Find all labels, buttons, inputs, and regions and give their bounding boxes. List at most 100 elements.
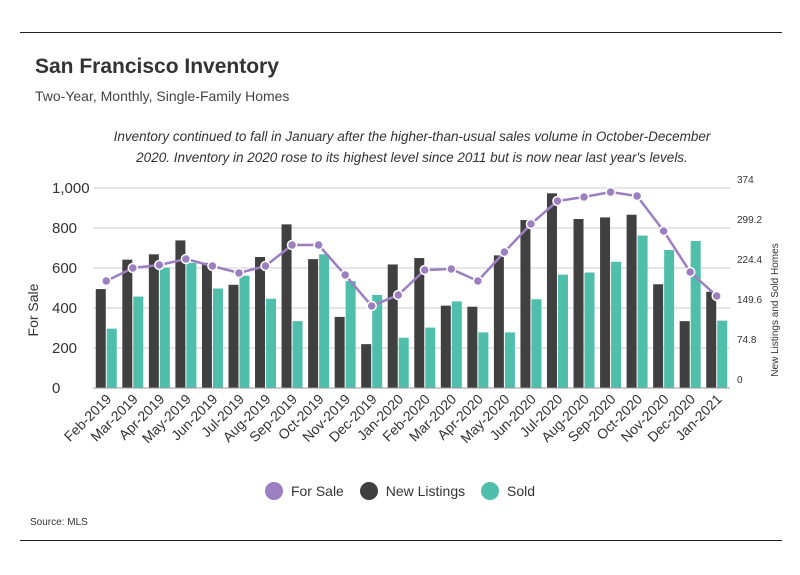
for-sale-point (578, 191, 590, 203)
bar-new-listings (414, 258, 425, 388)
bar-sold (239, 275, 250, 388)
chart-annotation: Inventory continued to fall in January a… (112, 126, 712, 168)
for-sale-point (180, 253, 192, 265)
bar-new-listings (201, 262, 212, 388)
bar-new-listings (520, 220, 531, 388)
bar-new-listings (600, 217, 611, 388)
for-sale-point (101, 275, 112, 287)
bar-new-listings (493, 255, 504, 388)
for-sale-point (419, 264, 431, 276)
bar-new-listings (308, 259, 319, 388)
y-tick-label-right: 374 (737, 175, 754, 186)
new-listings-swatch-icon (359, 482, 378, 500)
bar-sold (584, 272, 595, 388)
bar-sold (133, 296, 144, 388)
bar-sold (557, 274, 568, 388)
bottom-rule (20, 540, 782, 541)
for-sale-point (392, 289, 404, 301)
legend-label-for-sale: For Sale (290, 483, 344, 499)
inventory-chart: 0 200 400 600 800 1,000 0 74.8 149.6 224.4 299.2 37… (25, 175, 781, 446)
for-sale-point (233, 267, 245, 279)
for-sale-point (525, 218, 537, 230)
chart-subtitle: Two-Year, Monthly, Single-Family Homes (35, 88, 290, 104)
bar-sold (451, 301, 462, 388)
bar-new-listings (679, 321, 690, 388)
y-tick-label-left: 0 (52, 380, 60, 397)
for-sale-point (286, 239, 298, 251)
for-sale-point (154, 259, 165, 271)
bar-sold (637, 235, 648, 388)
bar-sold (159, 267, 170, 388)
source-note: Source: MLS (30, 517, 88, 528)
bar-new-listings (361, 344, 372, 388)
for-sale-point (127, 262, 139, 274)
legend-item-for-sale: For Sale (264, 482, 344, 500)
y-axis-title-left: For Sale (25, 283, 41, 336)
bar-sold (345, 281, 356, 388)
for-sale-point (631, 190, 643, 202)
bar-new-listings (281, 224, 292, 388)
y-tick-label-right: 224.4 (737, 255, 762, 266)
for-sale-line (105, 190, 718, 308)
y-tick-label-left: 400 (52, 300, 77, 317)
for-sale-point (366, 300, 377, 312)
y-tick-label-left: 800 (52, 220, 77, 237)
bar-sold (398, 337, 409, 388)
bar-sold (611, 261, 622, 388)
y-tick-label-right: 149.6 (737, 295, 762, 306)
bar-new-listings (148, 254, 159, 388)
bar-sold (266, 298, 277, 388)
bar-sold (292, 321, 303, 388)
y-tick-label-left: 200 (52, 340, 77, 357)
bar-sold (372, 294, 383, 388)
y-tick-label-right: 299.2 (737, 215, 762, 226)
bar-sold (186, 262, 197, 388)
for-sale-point (552, 195, 563, 207)
bar-new-listings (334, 316, 345, 388)
bar-new-listings (387, 264, 398, 388)
for-sale-point (684, 266, 696, 278)
for-sale-point (313, 239, 324, 251)
for-sale-point (658, 225, 669, 237)
y-tick-label-right: 0 (737, 375, 743, 386)
bar-sold (478, 332, 489, 388)
for-sale-point (446, 263, 457, 275)
for-sale-point (339, 269, 351, 281)
for-sale-point (605, 186, 616, 198)
bar-sold (690, 240, 701, 388)
y-tick-label-right: 74.8 (737, 335, 757, 346)
bar-new-listings (175, 240, 186, 388)
y-tick-label-left: 1,000 (52, 180, 90, 197)
bar-sold (664, 250, 675, 388)
legend-item-new-listings: New Listings (359, 482, 466, 500)
bar-new-listings (255, 256, 266, 388)
chart-title: San Francisco Inventory (35, 55, 279, 78)
legend-label-sold: Sold (507, 483, 536, 499)
for-sale-point (499, 246, 510, 258)
bar-sold (212, 288, 223, 388)
bar-new-listings (467, 306, 478, 388)
bar-new-listings (653, 284, 664, 388)
bar-sold (106, 328, 117, 388)
annotation-line-2: 2020. Inventory in 2020 rose to its high… (136, 150, 688, 165)
bar-new-listings (546, 193, 557, 388)
bar-sold (717, 320, 728, 388)
for-sale-point (207, 260, 218, 272)
bar-new-listings (228, 284, 239, 388)
bar-sold (425, 327, 436, 388)
top-rule (20, 32, 782, 33)
bar-sold (319, 254, 330, 388)
legend-label-new-listings: New Listings (385, 483, 466, 499)
bar-new-listings (440, 305, 451, 388)
for-sale-swatch-icon (264, 482, 283, 500)
bar-new-listings (626, 214, 637, 388)
bar-new-listings (95, 289, 106, 388)
chart-legend: For Sale New Listings Sold (0, 482, 800, 503)
for-sale-point (472, 275, 484, 287)
bar-sold (504, 332, 515, 388)
bar-sold (531, 299, 542, 388)
annotation-line-1: Inventory continued to fall in January a… (113, 129, 711, 144)
bar-new-listings (122, 259, 133, 388)
y-tick-label-left: 600 (52, 260, 77, 277)
legend-item-sold: Sold (481, 482, 535, 500)
